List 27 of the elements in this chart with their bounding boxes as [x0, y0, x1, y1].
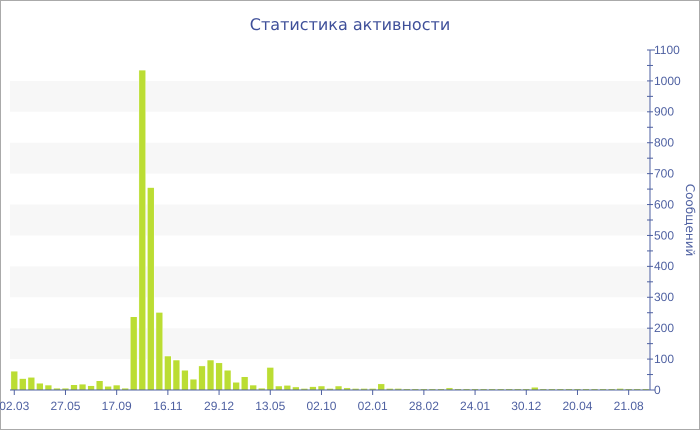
- x-tick-label: 02.03: [0, 399, 30, 413]
- x-tick-label: 29.12: [204, 399, 234, 413]
- x-tick-label: 16.11: [153, 399, 183, 413]
- y-tick-label: 800: [654, 136, 674, 150]
- y-tick-label: 900: [654, 104, 674, 119]
- x-tick-label: 24.01: [460, 399, 490, 413]
- chart-title: Статистика активности: [250, 15, 450, 34]
- x-tick-label: 30.12: [511, 399, 542, 413]
- y-tick-label: 1100: [654, 42, 680, 57]
- y-axis-title: Сообщений: [683, 184, 697, 256]
- x-tick-label: 17.09: [102, 399, 132, 413]
- x-tick-label: 20.04: [562, 399, 593, 413]
- x-tick-label: 02.01: [358, 399, 388, 413]
- y-tick-label: 0: [654, 382, 661, 397]
- y-tick-label: 400: [654, 259, 674, 274]
- x-tick-label: 13.05: [255, 399, 286, 413]
- y-tick-label: 500: [654, 228, 674, 242]
- y-tick-label: 100: [654, 352, 674, 366]
- y-tick-label: 600: [654, 197, 674, 212]
- x-tick-label: 28.02: [408, 399, 440, 413]
- y-tick-label: 200: [654, 321, 674, 336]
- y-tick-label: 300: [654, 290, 674, 304]
- x-tick-label: 02.10: [306, 399, 337, 413]
- x-tick-label: 27.05: [50, 399, 81, 413]
- x-tick-label: 21.08: [614, 399, 644, 413]
- y-tick-label: 1000: [654, 74, 682, 88]
- y-tick-label: 700: [654, 166, 674, 180]
